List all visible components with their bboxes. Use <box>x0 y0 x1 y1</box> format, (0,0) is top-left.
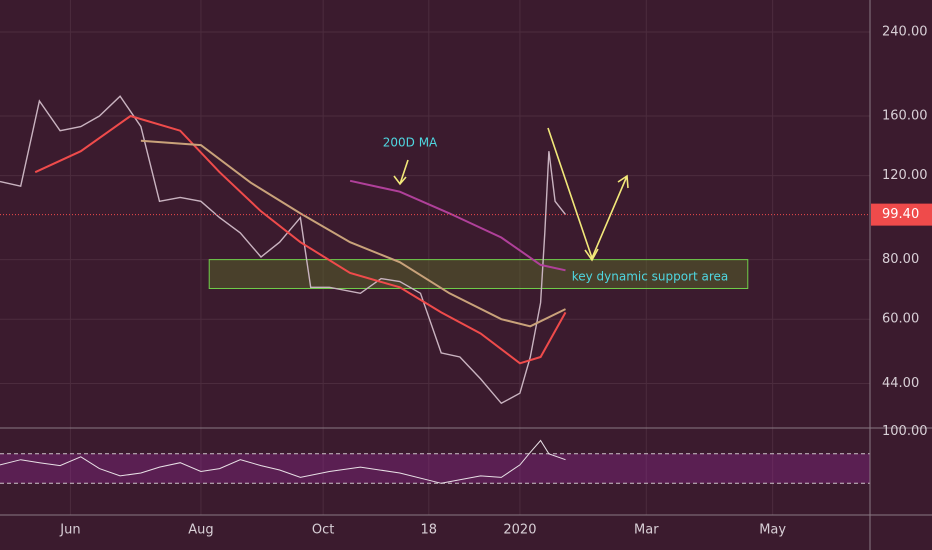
x-tick-label: Aug <box>188 523 213 538</box>
series-line <box>349 179 566 272</box>
arrow-head <box>617 174 629 189</box>
x-tick-label: Oct <box>312 523 334 538</box>
projection-arrow <box>547 127 628 261</box>
arrows <box>393 127 629 262</box>
arrow-head <box>584 248 599 262</box>
x-tick-label: 18 <box>421 523 438 538</box>
label-arrow <box>393 159 409 186</box>
price-label: 99.40 <box>882 207 919 222</box>
y-tick-label: 80.00 <box>882 252 919 267</box>
y-tick-label: 44.00 <box>882 376 919 391</box>
annotation: 200D MA <box>383 136 438 150</box>
x-tick-label: 2020 <box>503 523 536 538</box>
y-tick-label: 240.00 <box>882 24 928 39</box>
x-tick-label: Mar <box>634 523 659 538</box>
x-tick-label: May <box>759 523 786 538</box>
series-line <box>0 95 567 405</box>
y-tick-label: 120.00 <box>882 168 928 183</box>
series-line <box>34 114 567 365</box>
series-line <box>140 139 566 328</box>
y-tick-label: 160.00 <box>882 108 928 123</box>
price-tag <box>871 203 932 226</box>
y-tick-label: 60.00 <box>882 312 919 327</box>
support-zone <box>208 259 749 289</box>
rsi-line <box>0 439 566 484</box>
rsi-band <box>0 453 870 484</box>
rsi-tick-label: 100.00 <box>882 424 928 439</box>
annotation: key dynamic support area <box>572 270 729 284</box>
x-tick-label: Jun <box>59 523 80 538</box>
